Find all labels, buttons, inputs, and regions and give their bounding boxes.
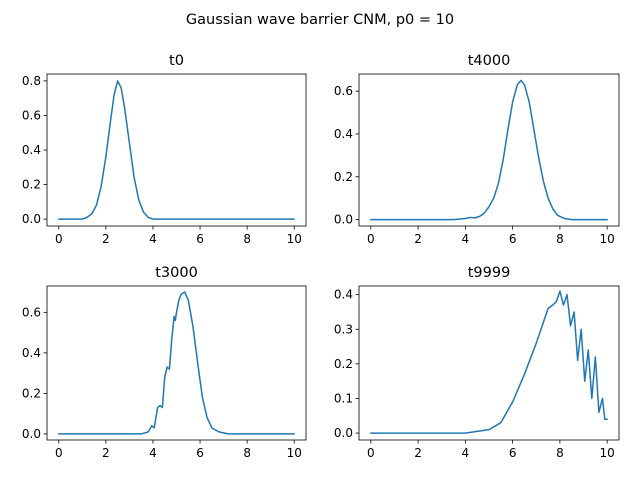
y-tick-label: 0.2	[22, 178, 41, 192]
y-tick-label: 0.4	[22, 346, 41, 360]
x-tick-label: 10	[287, 232, 302, 246]
x-tick-label: 10	[287, 446, 302, 460]
y-tick-label: 0.6	[334, 84, 353, 98]
subplot-title: t4000	[468, 53, 511, 69]
y-tick-label: 0.0	[334, 426, 353, 440]
subplot-title: t3000	[155, 265, 198, 281]
y-tick-label: 0.6	[22, 108, 41, 122]
x-tick-label: 0	[55, 232, 63, 246]
x-tick-label: 4	[462, 446, 470, 460]
series-line	[370, 79, 608, 221]
subplot-title: t9999	[468, 265, 511, 281]
subplots-group: t0 0 2 4 6 8 10 0.0 0.2 0.4 0.6 0.8 t4000 0 2 4 6 8 10 0.0 0…	[22, 53, 620, 460]
x-tick-label: 4	[149, 446, 157, 460]
x-tick-label: 2	[102, 232, 110, 246]
subplot-title: t0	[169, 53, 184, 69]
x-tick-label: 6	[196, 232, 204, 246]
x-tick-label: 0	[367, 232, 375, 246]
y-tick-label: 0.4	[334, 127, 353, 141]
x-tick-label: 2	[102, 446, 110, 460]
subplot-1: t0 0 2 4 6 8 10 0.0 0.2 0.4 0.6 0.8	[22, 53, 307, 246]
x-tick-label: 2	[414, 446, 422, 460]
x-tick-label: 4	[149, 232, 157, 246]
y-tick-label: 0.0	[22, 427, 41, 441]
x-tick-label: 0	[55, 446, 63, 460]
axes-frame	[358, 73, 620, 227]
axes-frame	[46, 285, 307, 441]
series-line	[58, 291, 295, 435]
y-tick-label: 0.8	[22, 74, 41, 88]
figure-suptitle: Gaussian wave barrier CNM, p0 = 10	[186, 12, 454, 28]
axes-frame	[358, 285, 620, 441]
y-tick-label: 0.3	[334, 322, 353, 336]
y-tick-label: 0.1	[334, 391, 353, 405]
y-tick-label: 0.2	[334, 170, 353, 184]
y-tick-label: 0.2	[334, 357, 353, 371]
x-tick-label: 4	[462, 232, 470, 246]
x-tick-label: 8	[243, 446, 251, 460]
y-tick-label: 0.0	[334, 213, 353, 227]
axes-frame	[46, 73, 307, 227]
x-tick-label: 8	[556, 232, 564, 246]
x-tick-label: 6	[509, 446, 517, 460]
series-line	[370, 290, 608, 434]
y-tick-label: 0.4	[334, 288, 353, 302]
x-tick-label: 8	[556, 446, 564, 460]
series-line	[58, 80, 295, 220]
x-tick-label: 2	[414, 232, 422, 246]
x-tick-label: 10	[600, 446, 615, 460]
x-tick-label: 10	[600, 232, 615, 246]
x-tick-label: 6	[196, 446, 204, 460]
subplot-4: t9999 0 2 4 6 8 10 0.0 0.1 0.2 0.3 0.4	[334, 265, 620, 460]
y-tick-label: 0.0	[22, 212, 41, 226]
y-tick-label: 0.2	[22, 386, 41, 400]
y-tick-label: 0.6	[22, 305, 41, 319]
x-tick-label: 8	[243, 232, 251, 246]
x-tick-label: 6	[509, 232, 517, 246]
y-tick-label: 0.4	[22, 143, 41, 157]
subplot-3: t3000 0 2 4 6 8 10 0.0 0.2 0.4 0.6	[22, 265, 307, 460]
x-tick-label: 0	[367, 446, 375, 460]
subplot-2: t4000 0 2 4 6 8 10 0.0 0.2 0.4 0.6	[334, 53, 620, 246]
